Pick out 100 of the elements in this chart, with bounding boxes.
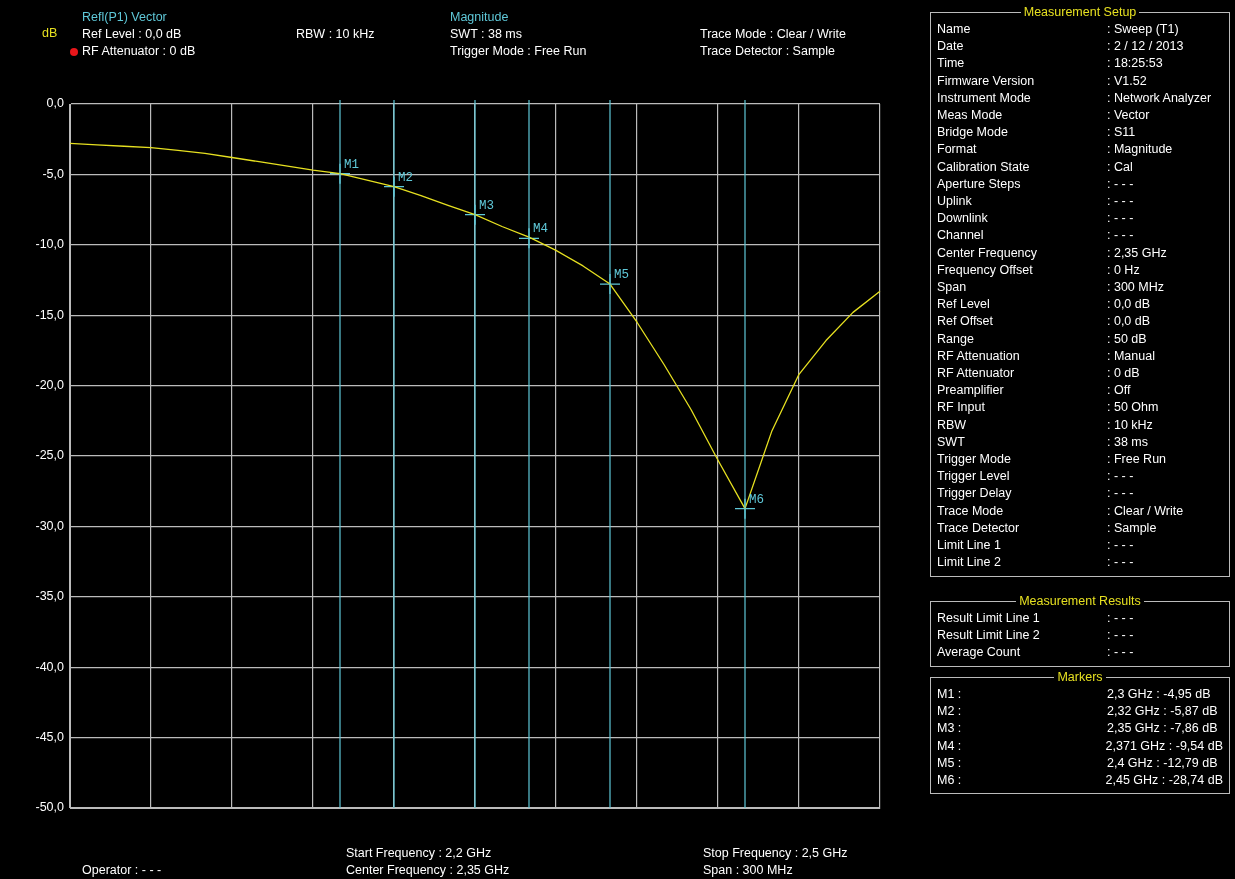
text: : - - - <box>1107 610 1134 627</box>
text: : 10 kHz <box>1107 416 1153 434</box>
text: : - - - <box>1107 627 1134 645</box>
text: Trigger Delay <box>937 485 1013 503</box>
text: : 2,35 GHz <box>1107 244 1167 262</box>
text: Instrument Mode <box>937 89 1032 107</box>
y-tick-label: -50,0 <box>35 800 65 815</box>
text: RBW <box>937 416 968 434</box>
text: : - - - <box>1107 644 1134 662</box>
text: Trace Mode : Clear / Write <box>700 27 846 42</box>
text: Downlink <box>937 210 989 228</box>
text: M2 : <box>937 703 963 721</box>
text: : - - - <box>1107 210 1134 228</box>
text: Name <box>937 21 972 38</box>
text: : Off <box>1107 382 1131 400</box>
y-tick-label: -5,0 <box>42 166 65 181</box>
text: : Cal <box>1107 158 1133 176</box>
text: 2,4 GHz : -12,79 dB <box>1107 754 1218 772</box>
text: Uplink <box>937 193 973 211</box>
text: : Sample <box>1107 519 1157 537</box>
text: : 18:25:53 <box>1107 55 1163 73</box>
y-tick-label: -30,0 <box>35 518 65 533</box>
y-axis-title: dB <box>42 26 58 41</box>
text: Markers <box>1054 670 1106 684</box>
text: Channel <box>937 227 985 245</box>
text: Preamplifier <box>937 382 1005 400</box>
text: : - - - <box>1107 485 1134 503</box>
text: : 2 / 12 / 2013 <box>1107 38 1184 56</box>
text: Bridge Mode <box>937 124 1009 142</box>
text: Stop Frequency : 2,5 GHz <box>703 846 848 861</box>
text: 2,35 GHz : -7,86 dB <box>1107 720 1218 738</box>
text: Result Limit Line 2 <box>937 627 1041 645</box>
text: Calibration State <box>937 158 1031 176</box>
text: Trigger Mode : Free Run <box>450 44 587 59</box>
text: Frequency Offset <box>937 261 1034 279</box>
text: SWT <box>937 433 966 451</box>
text: Aperture Steps <box>937 175 1022 193</box>
data-label: M1 <box>344 157 360 172</box>
text: : Magnitude <box>1107 141 1173 159</box>
text: M5 : <box>937 754 963 772</box>
text: Limit Line 2 <box>937 554 1002 572</box>
text: Span : 300 MHz <box>703 863 793 878</box>
y-tick-label: -35,0 <box>35 589 65 604</box>
text: : 300 MHz <box>1107 279 1164 297</box>
text: Date <box>937 38 965 56</box>
text: : 0 dB <box>1107 365 1140 383</box>
text: Trigger Level <box>937 468 1011 486</box>
data-label: M4 <box>533 222 549 237</box>
text: Trace Detector : Sample <box>700 44 836 59</box>
text: : 0 Hz <box>1107 261 1140 279</box>
y-tick-label: -10,0 <box>35 237 65 252</box>
text: : Sweep (T1) <box>1107 21 1179 38</box>
text: RBW : 10 kHz <box>296 27 375 42</box>
text: 2,371 GHz : -9,54 dB <box>1105 737 1223 755</box>
y-tick-label: -45,0 <box>35 730 65 745</box>
text: : Clear / Write <box>1107 502 1184 520</box>
text: Start Frequency : 2,2 GHz <box>346 846 492 861</box>
text: Ref Level <box>937 296 991 314</box>
data-label: M5 <box>614 268 630 283</box>
chart-title: Refl(P1) Vector <box>82 10 167 25</box>
text: Measurement Setup <box>1020 5 1140 19</box>
text: RF Attenuator : 0 dB <box>82 44 196 59</box>
text: M6 : <box>937 772 963 789</box>
text: 2,3 GHz : -4,95 dB <box>1107 686 1211 703</box>
text: : - - - <box>1107 537 1134 555</box>
text: : - - - <box>1107 227 1134 245</box>
text: RF Input <box>937 399 986 417</box>
text: Limit Line 1 <box>937 537 1002 555</box>
text: Trace Mode <box>937 502 1005 520</box>
text: Ref Offset <box>937 313 995 331</box>
text: : - - - <box>1107 554 1134 572</box>
y-tick-label: -25,0 <box>35 448 65 463</box>
text: Center Frequency : 2,35 GHz <box>346 863 510 878</box>
text: : Network Analyzer <box>1107 89 1212 107</box>
text: : V1.52 <box>1107 72 1147 90</box>
text: Format <box>937 141 978 159</box>
text: Measurement Results <box>1016 594 1144 608</box>
text: Operator : - - - <box>82 863 162 878</box>
data-label: M3 <box>479 198 495 213</box>
text: : - - - <box>1107 193 1134 211</box>
text: M4 : <box>937 737 963 755</box>
text: 2,32 GHz : -5,87 dB <box>1107 703 1218 721</box>
text: : Vector <box>1107 107 1150 124</box>
data-label: M2 <box>398 170 414 185</box>
text: : - - - <box>1107 468 1134 486</box>
y-tick-label: -40,0 <box>35 659 65 674</box>
text: : Free Run <box>1107 451 1167 469</box>
text: Firmware Version <box>937 72 1036 90</box>
text: : 0,0 dB <box>1107 313 1151 331</box>
y-tick-label: -20,0 <box>35 378 65 393</box>
text: M1 : <box>937 686 963 703</box>
text: RF Attenuation <box>937 347 1021 365</box>
data-label: M6 <box>749 492 765 507</box>
text: : 50 dB <box>1107 330 1147 348</box>
text: : 38 ms <box>1107 433 1148 451</box>
text: : 0,0 dB <box>1107 296 1151 314</box>
text: Time <box>937 55 966 73</box>
text: Trace Detector <box>937 519 1021 537</box>
text: Trigger Mode <box>937 451 1012 469</box>
text: Span <box>937 279 968 297</box>
